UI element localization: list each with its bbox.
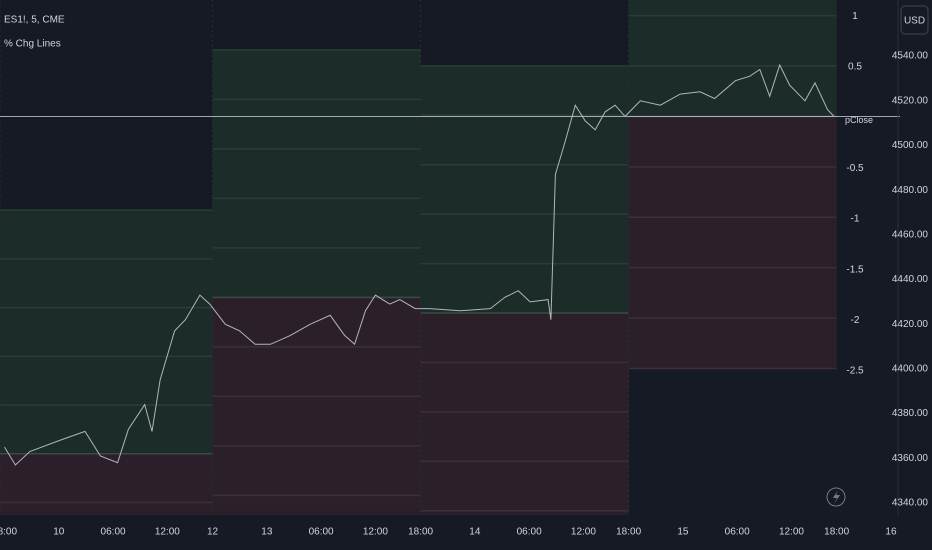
x-tick-label: 18:00	[408, 527, 433, 538]
lightning-icon[interactable]	[826, 487, 846, 507]
y2-tick-label: -2.5	[846, 366, 864, 377]
x-tick-label: 06:00	[309, 527, 334, 538]
down-zone	[420, 313, 629, 515]
x-tick-label: 06:00	[101, 527, 126, 538]
y2-tick-label: 1	[852, 11, 858, 22]
y-tick-label: 4360.00	[892, 453, 929, 464]
y-tick-label: 4500.00	[892, 140, 929, 151]
y-tick-label: 4340.00	[892, 498, 929, 509]
down-zone	[628, 116, 837, 369]
symbol: ES1!, 5, CME	[4, 15, 65, 26]
y-tick-label: 4520.00	[892, 95, 929, 106]
currency[interactable]: USD	[904, 16, 925, 27]
zones	[0, 0, 837, 515]
indicator-name: % Chg Lines	[4, 39, 61, 50]
x-tick-label: 06:00	[517, 527, 542, 538]
y-tick-label: 4400.00	[892, 364, 929, 375]
plot	[0, 63, 900, 466]
up-zone	[420, 65, 629, 314]
x-tick-label: 12:00	[571, 527, 596, 538]
x-tick-label: 15	[677, 527, 689, 538]
currency-button[interactable]	[900, 5, 929, 35]
y-tick-label: 4380.00	[892, 408, 929, 419]
y2-tick-label: -1	[851, 214, 860, 225]
y-tick-label: 4480.00	[892, 185, 929, 196]
x-tick-label: 14	[469, 527, 481, 538]
y2-tick-label: 0.5	[848, 62, 862, 73]
x-tick-label: 10	[53, 527, 65, 538]
x-tick-label: 18:00	[0, 527, 17, 538]
x-tick-label: 18:00	[824, 527, 849, 538]
y2-tick-label: -0.5	[846, 163, 864, 174]
x-tick-label: 06:00	[725, 527, 750, 538]
reference-label: pClose	[845, 115, 873, 125]
up-zone	[628, 0, 837, 117]
y-tick-label: 4460.00	[892, 229, 929, 240]
up-zone	[0, 210, 213, 454]
x-tick-label: 18:00	[616, 527, 641, 538]
x-tick-label: 12:00	[155, 527, 180, 538]
y2-tick-label: -2	[851, 315, 860, 326]
x-tick-label: 12:00	[779, 527, 804, 538]
up-zone	[212, 49, 421, 298]
x-tick-label: 12:00	[363, 527, 388, 538]
y2-tick-label: -1.5	[846, 264, 864, 275]
y-tick-label: 4440.00	[892, 274, 929, 285]
y-tick-label: 4420.00	[892, 319, 929, 330]
x-tick-label: 13	[261, 527, 273, 538]
x-tick-label: 16	[885, 527, 897, 538]
price-line	[4, 63, 835, 466]
x-tick-label: 12	[207, 527, 219, 538]
y-tick-label: 4540.00	[892, 51, 929, 62]
down-zone	[212, 297, 421, 515]
down-zone	[0, 453, 213, 515]
